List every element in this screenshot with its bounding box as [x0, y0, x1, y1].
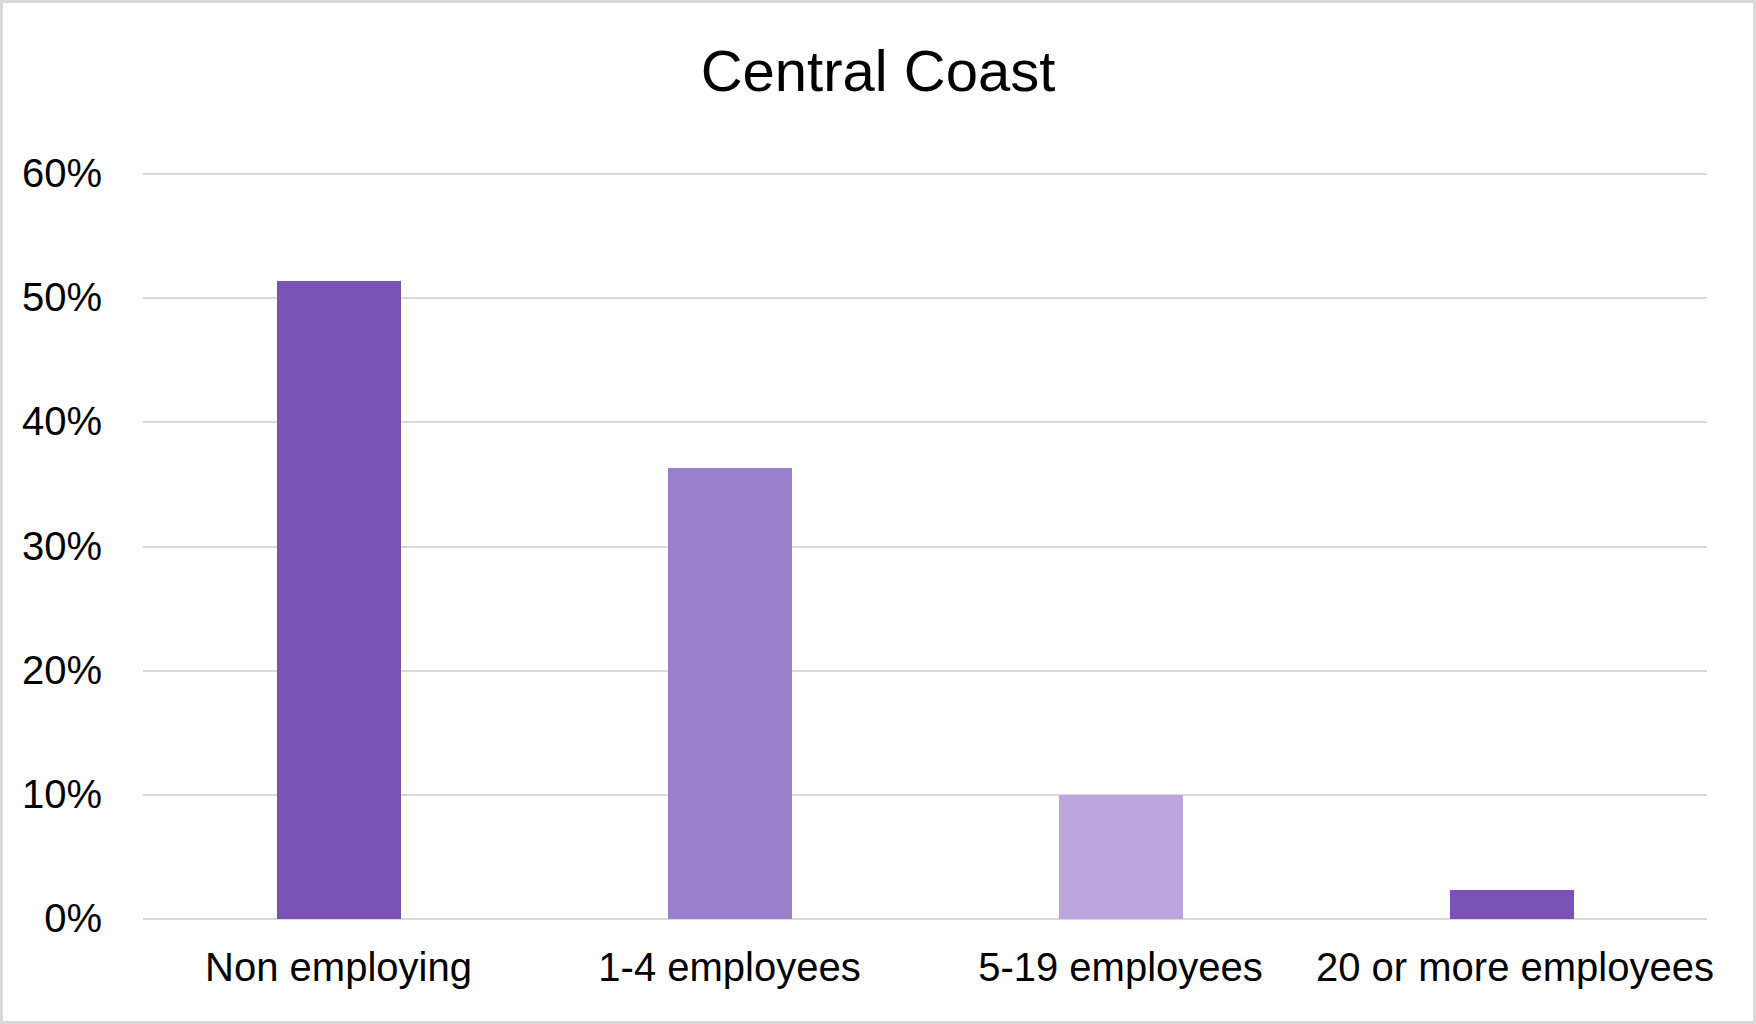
chart-frame: Central Coast 0% 10% 20% 30% 40% 50% 60% Non em…: [0, 0, 1756, 1024]
y-axis-tick-label: 40%: [0, 401, 102, 441]
y-axis-tick-label: 10%: [0, 774, 102, 814]
gridline-60%: [143, 173, 1707, 175]
bar-5-19-employees: [1059, 795, 1183, 919]
y-axis-tick-label: 50%: [0, 277, 102, 317]
bar-non-employing: [277, 281, 401, 919]
x-axis-label-20-or-more-employees: 20 or more employees: [1316, 943, 1707, 991]
x-axis-label-1-4-employees: 1-4 employees: [534, 943, 925, 991]
y-axis-tick-label: 20%: [0, 650, 102, 690]
plot-area: [143, 174, 1707, 919]
x-axis-label-5-19-employees: 5-19 employees: [925, 943, 1316, 991]
y-axis-tick-label: 30%: [0, 526, 102, 566]
bar-1-4-employees: [668, 468, 792, 919]
chart-title: Central Coast: [3, 39, 1753, 103]
y-axis-tick-label: 0%: [0, 898, 102, 938]
x-axis-label-non-employing: Non employing: [143, 943, 534, 991]
y-axis-tick-label: 60%: [0, 153, 102, 193]
bar-20-or-more-employees: [1450, 890, 1574, 919]
